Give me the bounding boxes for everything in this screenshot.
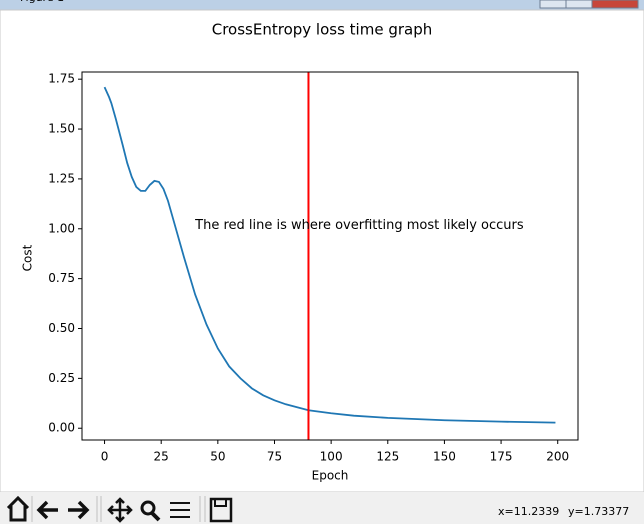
axes-frame bbox=[81, 71, 579, 441]
y-tick-label: 0.25 bbox=[48, 371, 75, 385]
zoom-button[interactable] bbox=[140, 500, 156, 516]
minimize-button[interactable] bbox=[539, 0, 567, 9]
y-tick-label: 1.50 bbox=[48, 122, 75, 136]
title-bar bbox=[0, 0, 644, 10]
x-tick-label: 50 bbox=[210, 450, 225, 464]
x-axis-label: Epoch bbox=[312, 469, 349, 483]
back-button[interactable] bbox=[36, 500, 58, 520]
toolbar bbox=[0, 492, 644, 524]
y-tick-label: 1.25 bbox=[48, 171, 75, 185]
x-tick-label: 100 bbox=[320, 450, 343, 464]
window-title: Figure 1 bbox=[20, 0, 64, 4]
x-tick-label: 175 bbox=[490, 450, 513, 464]
x-tick-label: 125 bbox=[376, 450, 399, 464]
chart-title: CrossEntropy loss time graph bbox=[212, 21, 432, 39]
pan-button[interactable] bbox=[107, 497, 133, 523]
close-button[interactable] bbox=[591, 0, 639, 9]
y-tick-label: 0.75 bbox=[48, 271, 75, 285]
save-icon-part bbox=[214, 498, 227, 507]
x-tick-label: 25 bbox=[154, 450, 169, 464]
x-tick-label: 200 bbox=[546, 450, 569, 464]
home-button[interactable] bbox=[6, 495, 30, 522]
zoom-handle bbox=[150, 511, 161, 522]
loss-line bbox=[103, 86, 556, 424]
cursor-x: x=11.2339 bbox=[498, 505, 559, 518]
y-tick-label: 0.00 bbox=[48, 421, 75, 435]
y-tick-label: 1.75 bbox=[48, 72, 75, 86]
y-tick-label: 0.50 bbox=[48, 321, 75, 335]
y-tick-label: 1.00 bbox=[48, 221, 75, 235]
forward-button[interactable] bbox=[68, 500, 90, 520]
configure-button[interactable] bbox=[170, 502, 190, 518]
cursor-y: y=1.73377 bbox=[568, 505, 629, 518]
toolbar-separator bbox=[31, 496, 206, 522]
y-axis-label: Cost bbox=[21, 244, 35, 271]
maximize-button[interactable] bbox=[565, 0, 593, 9]
x-tick-label: 150 bbox=[433, 450, 456, 464]
annotation: The red line is where overfitting most l… bbox=[194, 218, 524, 233]
figure bbox=[0, 9, 644, 493]
x-tick-label: 0 bbox=[101, 450, 109, 464]
plot: 0.00 0.25 0.50 0.75 1.00 1.25 1.50 1.75 0 25 50 75 1… bbox=[48, 71, 579, 464]
x-tick-label: 75 bbox=[267, 450, 282, 464]
